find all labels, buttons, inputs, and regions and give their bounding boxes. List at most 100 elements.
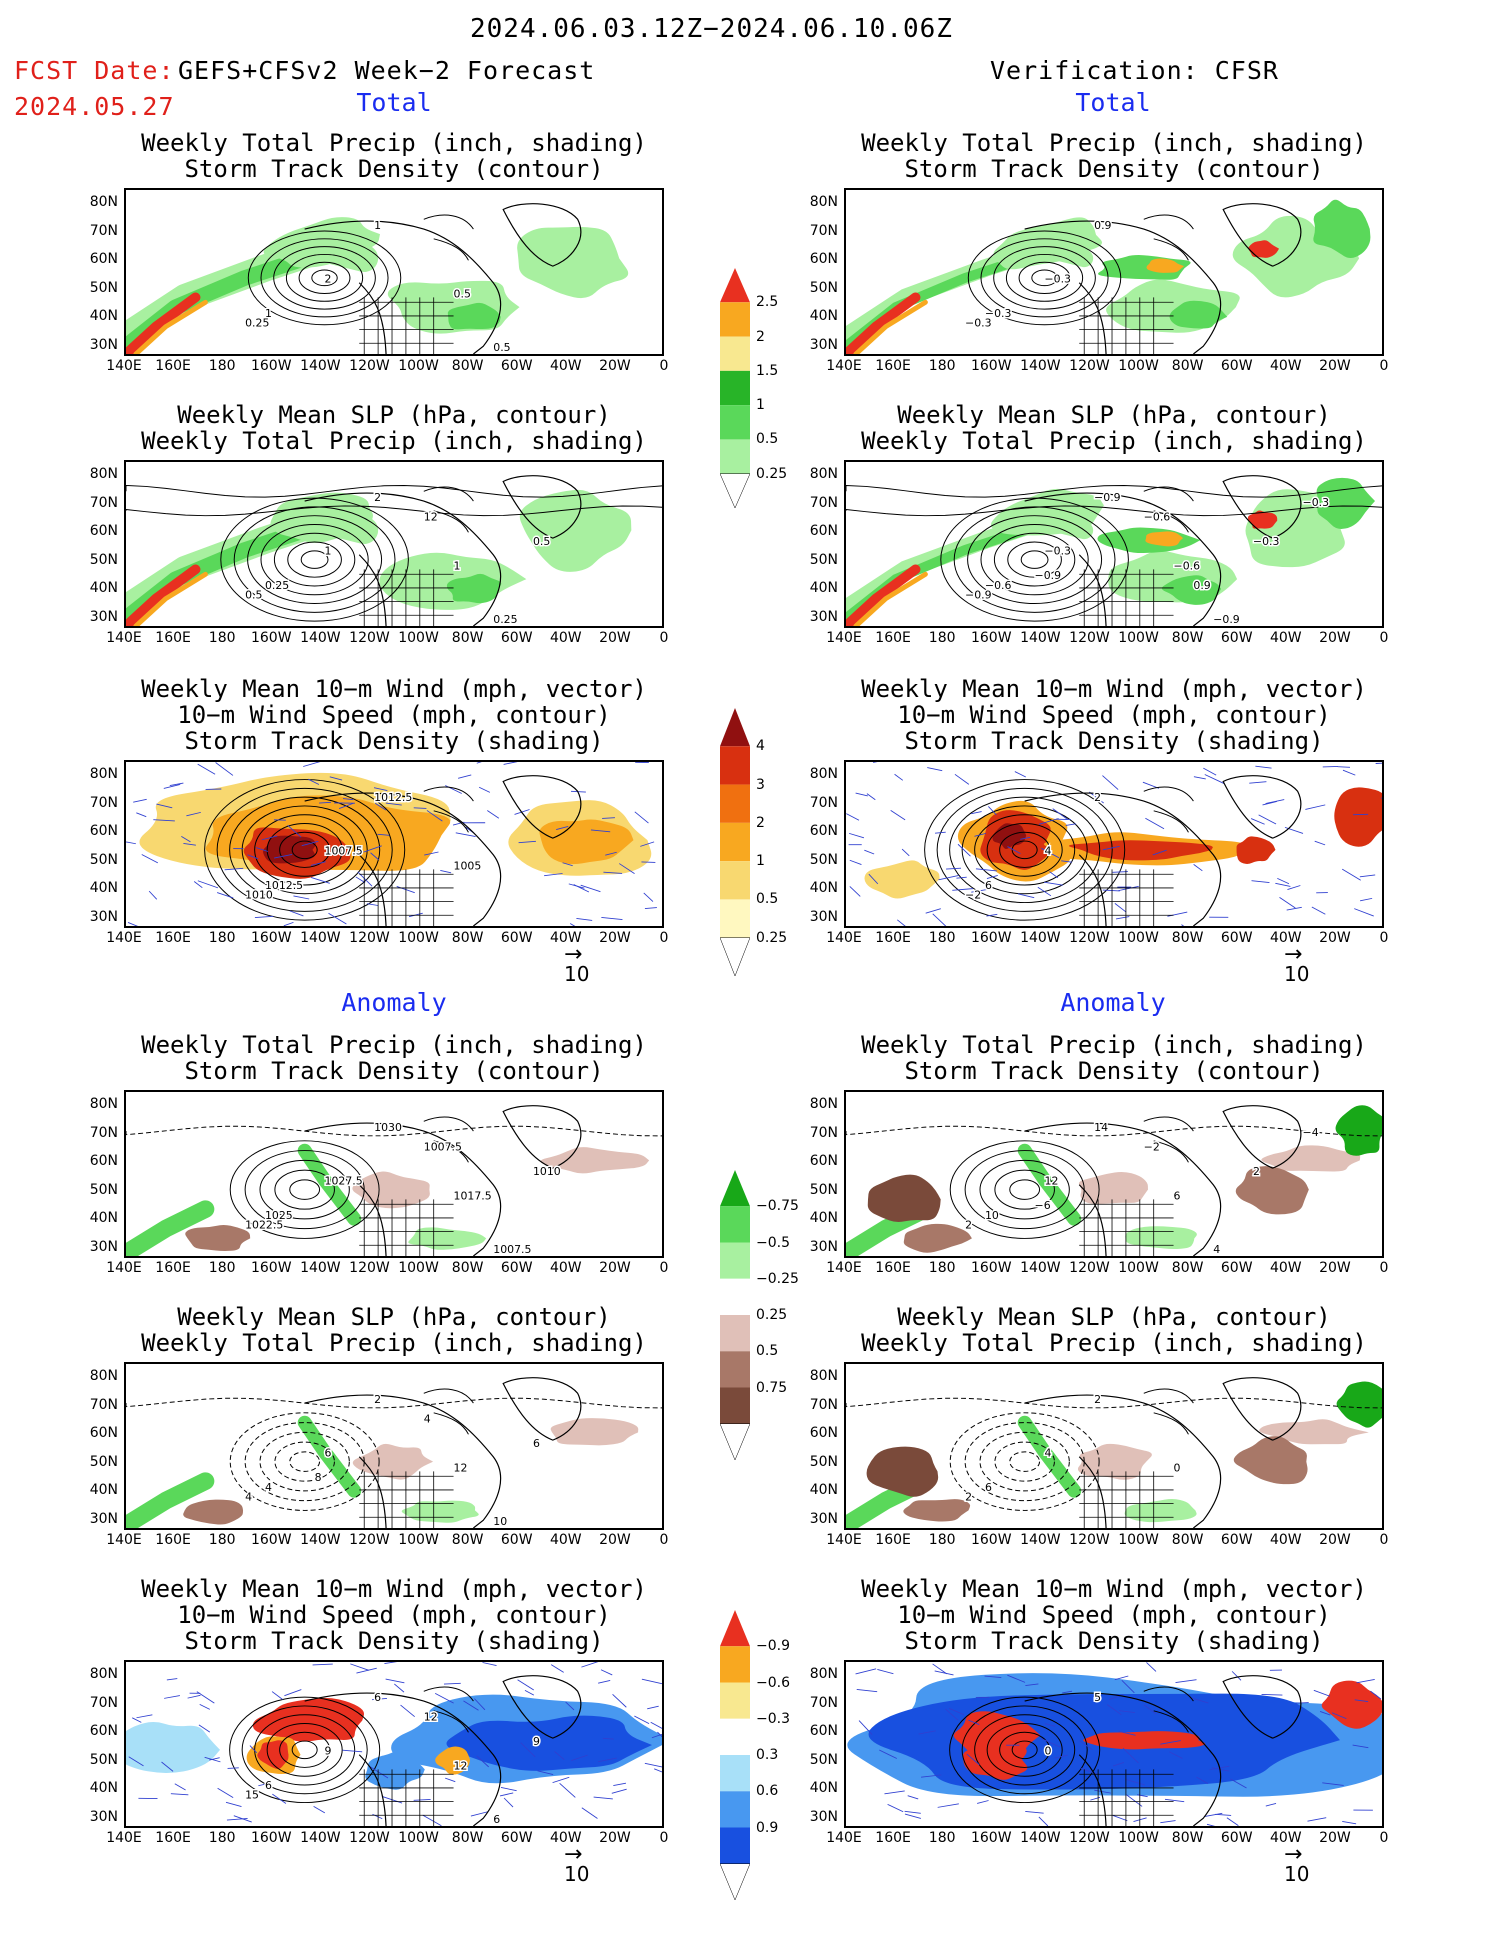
- slp-contour: [288, 542, 342, 577]
- wind-vector: [654, 1769, 662, 1776]
- wind-vector: [228, 1768, 239, 1769]
- wind-vector: [864, 850, 874, 854]
- lon-label: 60W: [492, 1532, 542, 1548]
- colorbar-label: 1: [756, 853, 765, 869]
- vector-arrow-icon: →: [1284, 1848, 1309, 1862]
- lat-label: 60N: [74, 523, 118, 539]
- lon-label: 0: [639, 1260, 689, 1276]
- lon-label: 0: [639, 1532, 689, 1548]
- vector-reference: →10: [1284, 1848, 1309, 1886]
- lon-label: 0: [1359, 1830, 1409, 1846]
- wind-vector: [444, 1683, 461, 1684]
- lat-label: 30N: [74, 1809, 118, 1825]
- colorbar-label: 0.9: [756, 1820, 778, 1836]
- wind-vector: [456, 833, 476, 837]
- lon-label: 120W: [344, 1830, 394, 1846]
- lat-label: 60N: [74, 823, 118, 839]
- wind-vector: [1315, 841, 1325, 845]
- wind-vector: [601, 917, 622, 919]
- wind-vector: [935, 832, 946, 833]
- lon-label: 20W: [1310, 1260, 1360, 1276]
- lat-label: 50N: [794, 852, 838, 868]
- wind-vector: [1266, 1803, 1276, 1806]
- section-anomaly-left: Anomaly: [194, 988, 594, 1017]
- lon-label: 0: [1359, 1260, 1409, 1276]
- lat-label: 70N: [74, 223, 118, 239]
- contour-label: 1010: [245, 889, 273, 902]
- lon-label: 100W: [394, 630, 444, 646]
- panel-title: Weekly Mean SLP (hPa, contour)Weekly Tot…: [804, 402, 1424, 454]
- contour-label: −0.9: [965, 589, 992, 602]
- wind-vector: [884, 1791, 904, 1794]
- contour-label: 4: [1045, 845, 1052, 858]
- lat-label: 40N: [74, 880, 118, 896]
- wind-vector: [1207, 1824, 1221, 1826]
- wind-vector: [846, 814, 859, 821]
- lon-label: 60W: [1212, 1260, 1262, 1276]
- wind-vector: [849, 833, 864, 837]
- lat-label: 80N: [74, 466, 118, 482]
- contour-label: −0.3: [1045, 545, 1072, 558]
- lat-label: 60N: [74, 251, 118, 267]
- colorbar-label: 0.75: [756, 1380, 787, 1396]
- lon-label: 20W: [1310, 930, 1360, 946]
- contour-label: 10: [985, 1209, 999, 1222]
- wind-vector: [1249, 782, 1266, 784]
- panel-title: Weekly Mean SLP (hPa, contour)Weekly Tot…: [84, 402, 704, 454]
- panel-title-line: Weekly Total Precip (inch, shading): [84, 1330, 704, 1356]
- wind-vector: [1312, 907, 1325, 914]
- colorbar-label: 2.5: [756, 294, 778, 310]
- lat-label: 80N: [794, 1666, 838, 1682]
- lon-label: 140W: [1015, 1830, 1065, 1846]
- wind-vector: [197, 1692, 215, 1703]
- lon-label: 160E: [148, 930, 198, 946]
- lon-label: 160E: [868, 1532, 918, 1548]
- lon-label: 140W: [1015, 358, 1065, 374]
- wind-vector: [867, 794, 875, 800]
- panel-title-line: Storm Track Density (contour): [804, 156, 1424, 182]
- wind-vector: [458, 775, 471, 778]
- shading-region: [867, 1447, 939, 1497]
- colorbar-segment: [720, 1279, 750, 1315]
- lon-label: 60W: [1212, 1532, 1262, 1548]
- shading-region: [864, 860, 939, 898]
- panel-title-line: Storm Track Density (contour): [84, 1058, 704, 1084]
- colorbar-strip: [720, 268, 750, 548]
- lat-label: 60N: [794, 1723, 838, 1739]
- wind-vector: [1145, 818, 1164, 829]
- panel-title-line: Storm Track Density (shading): [84, 1628, 704, 1654]
- lat-label: 30N: [794, 1239, 838, 1255]
- wind-vector: [581, 1662, 601, 1667]
- wind-vector: [1205, 774, 1225, 783]
- lon-label: 80W: [443, 630, 493, 646]
- colorbar-label: 4: [756, 738, 765, 754]
- wind-vector: [435, 1693, 453, 1703]
- contour-label: 8: [315, 1471, 322, 1484]
- lat-label: 40N: [74, 580, 118, 596]
- lon-label: 160W: [966, 630, 1016, 646]
- panel-title-line: Weekly Total Precip (inch, shading): [84, 130, 704, 156]
- contour-label: 0: [1174, 1461, 1181, 1474]
- panel-title-line: Storm Track Density (contour): [84, 156, 704, 182]
- lon-label: 100W: [394, 358, 444, 374]
- lat-label: 30N: [74, 909, 118, 925]
- lon-label: 0: [1359, 930, 1409, 946]
- lon-label: 160E: [868, 358, 918, 374]
- lon-label: 180: [197, 1260, 247, 1276]
- lat-label: 80N: [794, 1096, 838, 1112]
- lon-label: 80W: [443, 1260, 493, 1276]
- panel-title-line: Weekly Mean 10−m Wind (mph, vector): [84, 676, 704, 702]
- lat-label: 50N: [74, 280, 118, 296]
- wind-vector: [272, 1692, 283, 1700]
- lon-label: 40W: [1261, 630, 1311, 646]
- lat-label: 50N: [74, 1752, 118, 1768]
- panel-title-line: Storm Track Density (shading): [804, 1628, 1424, 1654]
- panel-title-line: Weekly Total Precip (inch, shading): [804, 130, 1424, 156]
- contour-label: 4: [424, 1413, 431, 1426]
- lon-label: 180: [917, 630, 967, 646]
- lat-label: 50N: [74, 1182, 118, 1198]
